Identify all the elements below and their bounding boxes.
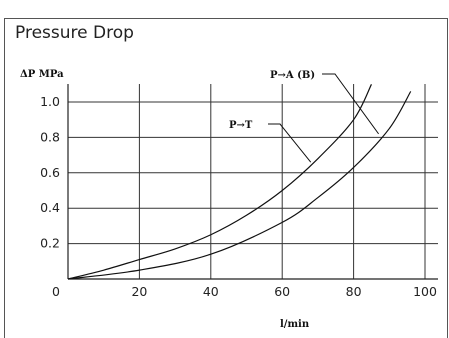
series-label-leader — [268, 123, 312, 163]
x-tick-label: 40 — [203, 284, 219, 299]
chart-title: Pressure Drop — [15, 23, 134, 43]
y-tick-label: 0.4 — [40, 200, 60, 215]
x-tick-label: 60 — [274, 284, 290, 299]
y-tick-label: 0.8 — [40, 129, 60, 144]
y-tick-label: 1.0 — [40, 94, 60, 109]
series: P→T P→A (B) — [67, 70, 412, 280]
y-tick-label: 0.2 — [40, 236, 60, 251]
series-line — [67, 84, 372, 280]
y-axis-label: ΔP MPa — [20, 69, 64, 80]
x-axis-label: l/min — [280, 319, 310, 330]
y-tick-label: 0.6 — [40, 165, 60, 180]
series-label: P→A (B) — [270, 70, 315, 81]
x-tick-label: 100 — [413, 284, 437, 299]
tick-labels: 0 20 40 60 80 100 0.2 0.4 0.6 0.8 1.0 — [40, 94, 437, 299]
grid — [68, 84, 438, 279]
x-tick-label: 0 — [52, 284, 60, 299]
series-label-leader — [322, 73, 379, 135]
x-tick-label: 80 — [346, 284, 362, 299]
x-tick-label: 20 — [131, 284, 147, 299]
series-line — [67, 91, 412, 280]
chart-panel — [4, 18, 448, 338]
series-label: P→T — [229, 120, 253, 131]
axes — [67, 84, 438, 280]
